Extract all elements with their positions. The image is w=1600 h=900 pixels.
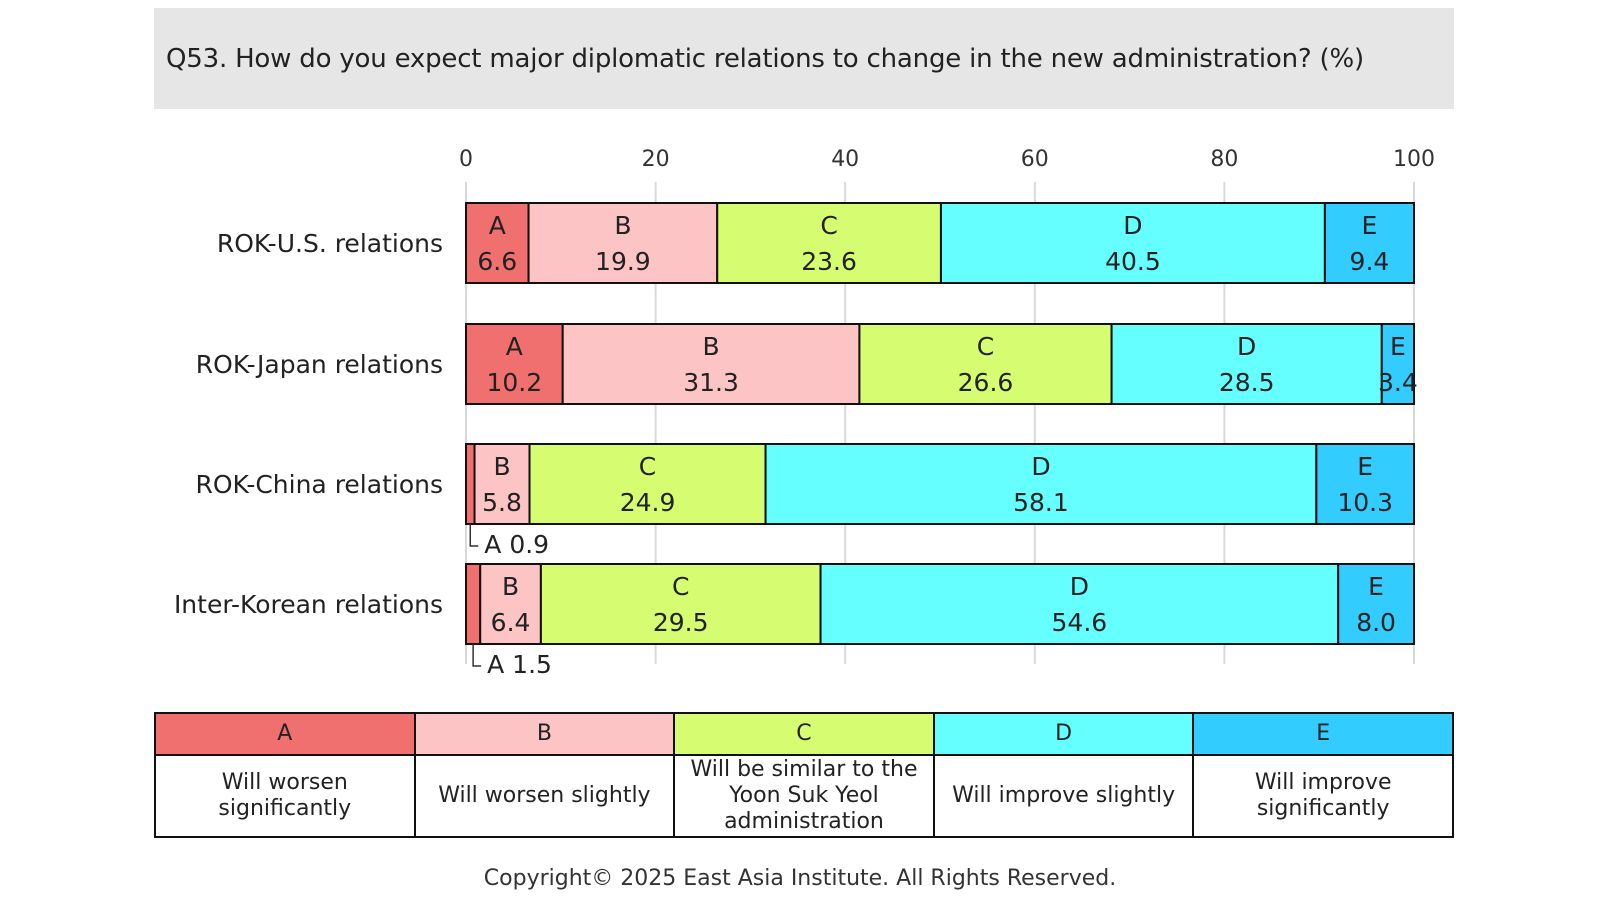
bar-segment xyxy=(1380,323,1415,405)
segment-value-label: 3.4 xyxy=(1378,368,1418,397)
x-axis-ticks: 0 20 40 60 80 100 xyxy=(459,147,1435,172)
segment-value-label: 28.5 xyxy=(1219,368,1275,397)
bar-segment xyxy=(539,563,822,645)
segment-code-label: D xyxy=(1237,332,1256,361)
x-tick-label: 100 xyxy=(1393,147,1435,172)
outside-value-label: A 0.9 xyxy=(484,530,549,559)
segment-value-label: 8.0 xyxy=(1356,608,1396,637)
bar-segment xyxy=(561,323,861,405)
segment-code-label: B xyxy=(493,452,510,481)
legend-desc-row: Will worsen significantly Will worsen sl… xyxy=(154,754,1454,838)
legend-desc-a: Will worsen significantly xyxy=(154,754,416,838)
segment-value-label: 9.4 xyxy=(1350,247,1390,276)
x-tick-label: 80 xyxy=(1210,147,1238,172)
bar-segment xyxy=(528,443,767,525)
bar-segment xyxy=(716,202,942,284)
legend-desc-e: Will improve significantly xyxy=(1192,754,1454,838)
bar-segment xyxy=(1323,202,1415,284)
stacked-bar-chart: 0 20 40 60 80 100 ROK-U.S. relations ROK-Japan… xyxy=(174,147,1435,679)
bar-segment xyxy=(479,563,542,645)
outside-value-label: A 1.5 xyxy=(487,650,552,679)
segment-code-label: E xyxy=(1390,332,1406,361)
bar-segment xyxy=(939,202,1326,284)
segment-code-label: B xyxy=(702,332,719,361)
category-label: ROK-China relations xyxy=(196,470,444,499)
bar-segment xyxy=(1110,323,1383,405)
segment-code-label: A xyxy=(489,211,506,240)
segment-value-label: 5.8 xyxy=(482,488,522,517)
category-label: ROK-U.S. relations xyxy=(217,229,443,258)
legend-code-b: B xyxy=(413,712,676,756)
segment-value-label: 29.5 xyxy=(653,608,709,637)
segment-value-label: 26.6 xyxy=(958,368,1014,397)
segment-value-label: 6.4 xyxy=(491,608,531,637)
bar-segment xyxy=(1315,443,1415,525)
category-labels: ROK-U.S. relations ROK-Japan relations ROK… xyxy=(174,229,443,619)
bars: A 6.6 B 19.9 C 23.6 D 40.5 E 9.4 A 10.2 B 31.3 C 26.6 D 2… xyxy=(465,202,1418,679)
chart-title: Q53. How do you expect major diplomatic … xyxy=(154,8,1454,109)
segment-value-label: 40.5 xyxy=(1105,247,1161,276)
segment-value-label: 10.2 xyxy=(487,368,543,397)
segment-code-label: D xyxy=(1031,452,1050,481)
legend-code-c: C xyxy=(673,712,935,756)
x-tick-label: 60 xyxy=(1021,147,1049,172)
leader-line xyxy=(472,644,482,667)
category-label: Inter-Korean relations xyxy=(174,590,443,619)
bar-segment xyxy=(473,443,531,525)
legend-codes-row: A B C D E xyxy=(154,712,1454,756)
segment-code-label: B xyxy=(502,572,519,601)
segment-code-label: A xyxy=(506,332,523,361)
bar-segment xyxy=(465,323,564,405)
segment-value-label: 24.9 xyxy=(620,488,676,517)
segment-value-label: 23.6 xyxy=(801,247,857,276)
segment-code-label: E xyxy=(1368,572,1384,601)
legend-code-e: E xyxy=(1192,712,1454,756)
legend-desc-b: Will worsen slightly xyxy=(413,754,676,838)
bar-segment xyxy=(465,202,530,284)
bar-segment xyxy=(527,202,719,284)
segment-code-label: C xyxy=(672,572,689,601)
bar-segment xyxy=(1337,563,1416,645)
legend-desc-c: Will be similar to the Yoon Suk Yeol adm… xyxy=(673,754,935,838)
segment-code-label: B xyxy=(614,211,631,240)
x-tick-label: 0 xyxy=(459,147,473,172)
segment-value-label: 10.3 xyxy=(1337,488,1393,517)
segment-code-label: C xyxy=(820,211,837,240)
segment-code-label: C xyxy=(977,332,994,361)
segment-code-label: E xyxy=(1357,452,1373,481)
copyright-notice: Copyright© 2025 East Asia Institute. All… xyxy=(483,866,1117,891)
segment-value-label: 6.6 xyxy=(477,247,517,276)
x-tick-label: 20 xyxy=(642,147,670,172)
segment-value-label: 19.9 xyxy=(595,247,651,276)
bar-segment xyxy=(764,443,1318,525)
legend-code-a: A xyxy=(154,712,416,756)
category-label: ROK-Japan relations xyxy=(196,350,443,379)
bar-segment xyxy=(465,563,482,645)
legend-table: A B C D E Will worsen significantly Will… xyxy=(154,712,1454,838)
segment-code-label: C xyxy=(639,452,656,481)
leader-line xyxy=(469,524,479,547)
bar-segment xyxy=(819,563,1340,645)
segment-value-label: 31.3 xyxy=(683,368,739,397)
legend-desc-d: Will improve slightly xyxy=(932,754,1195,838)
segment-code-label: D xyxy=(1123,211,1142,240)
segment-code-label: D xyxy=(1070,572,1089,601)
bar-segment xyxy=(465,443,476,525)
segment-value-label: 58.1 xyxy=(1013,488,1069,517)
segment-code-label: E xyxy=(1362,211,1378,240)
segment-value-label: 54.6 xyxy=(1052,608,1108,637)
legend-code-d: D xyxy=(932,712,1195,756)
x-tick-label: 40 xyxy=(831,147,859,172)
